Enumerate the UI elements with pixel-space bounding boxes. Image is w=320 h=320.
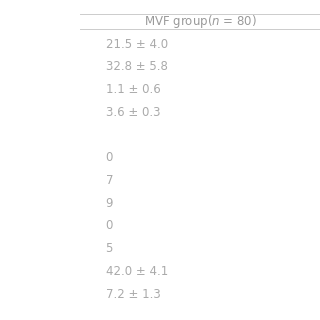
Text: MVF group($\it{n}$ = 80): MVF group($\it{n}$ = 80) xyxy=(143,13,257,30)
Text: 21.5 ± 4.0: 21.5 ± 4.0 xyxy=(106,38,168,51)
Text: 3.6 ± 0.3: 3.6 ± 0.3 xyxy=(106,106,160,119)
Text: 1.1 ± 0.6: 1.1 ± 0.6 xyxy=(106,83,160,96)
Text: 42.0 ± 4.1: 42.0 ± 4.1 xyxy=(106,265,168,278)
Text: 5: 5 xyxy=(106,242,113,255)
Text: 32.8 ± 5.8: 32.8 ± 5.8 xyxy=(106,60,167,73)
Text: 7.2 ± 1.3: 7.2 ± 1.3 xyxy=(106,288,160,300)
Text: 0: 0 xyxy=(106,220,113,232)
Text: 0: 0 xyxy=(106,151,113,164)
Text: 9: 9 xyxy=(106,197,113,210)
Text: 7: 7 xyxy=(106,174,113,187)
